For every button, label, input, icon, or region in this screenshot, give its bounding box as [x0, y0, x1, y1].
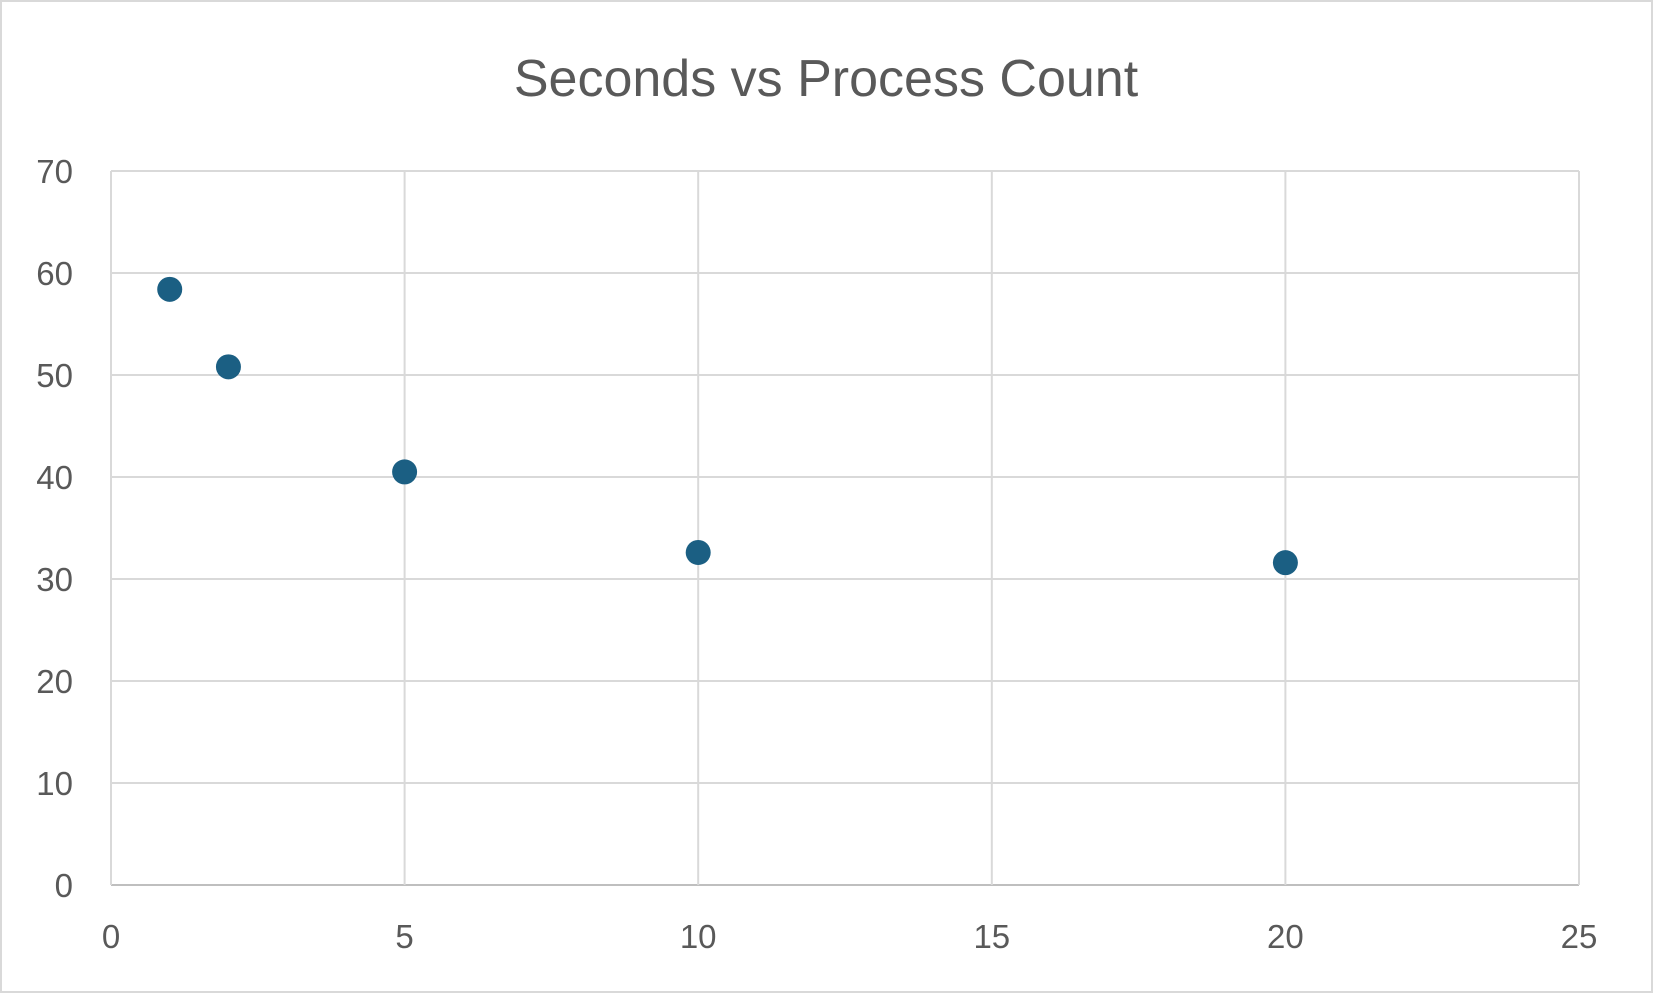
data-point	[392, 459, 418, 485]
data-point	[685, 539, 711, 565]
y-tick-label: 40	[36, 459, 73, 496]
x-tick-label: 10	[680, 918, 717, 955]
data-points	[157, 276, 1298, 576]
y-tick-label: 70	[36, 153, 73, 190]
y-tick-label: 10	[36, 765, 73, 802]
x-tick-label: 20	[1267, 918, 1304, 955]
y-tick-label: 20	[36, 663, 73, 700]
chart-title: Seconds vs Process Count	[514, 50, 1139, 108]
x-axis-ticks: 0 5 10 15 20 25	[102, 918, 1598, 955]
data-point	[157, 276, 183, 302]
data-point	[215, 354, 241, 380]
y-tick-label: 50	[36, 357, 73, 394]
x-tick-label: 5	[395, 918, 413, 955]
y-tick-label: 60	[36, 255, 73, 292]
y-tick-label: 0	[55, 867, 73, 904]
x-tick-label: 15	[973, 918, 1010, 955]
y-tick-label: 30	[36, 561, 73, 598]
data-point	[1272, 550, 1298, 576]
grid	[110, 170, 1580, 886]
y-axis-ticks: 0 10 20 30 40 50 60 70	[36, 153, 73, 904]
x-tick-label: 25	[1561, 918, 1598, 955]
x-tick-label: 0	[102, 918, 120, 955]
